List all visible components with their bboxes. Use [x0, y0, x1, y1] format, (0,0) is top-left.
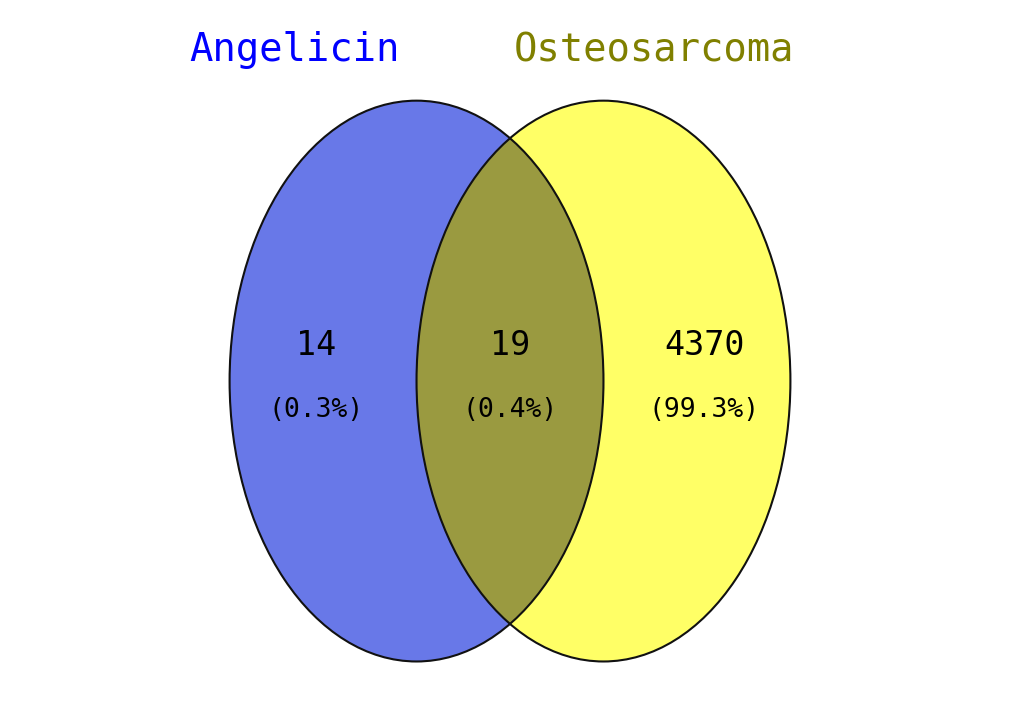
Ellipse shape: [416, 101, 790, 661]
Text: Osteosarcoma: Osteosarcoma: [513, 32, 793, 69]
Text: 19: 19: [489, 329, 530, 362]
Text: (0.4%): (0.4%): [462, 397, 557, 423]
Text: (99.3%): (99.3%): [648, 397, 759, 423]
Ellipse shape: [416, 101, 790, 661]
Ellipse shape: [229, 101, 603, 661]
Text: (0.3%): (0.3%): [268, 397, 363, 423]
Text: 14: 14: [296, 329, 335, 362]
Text: 4370: 4370: [663, 329, 744, 362]
Text: Angelicin: Angelicin: [189, 32, 399, 69]
